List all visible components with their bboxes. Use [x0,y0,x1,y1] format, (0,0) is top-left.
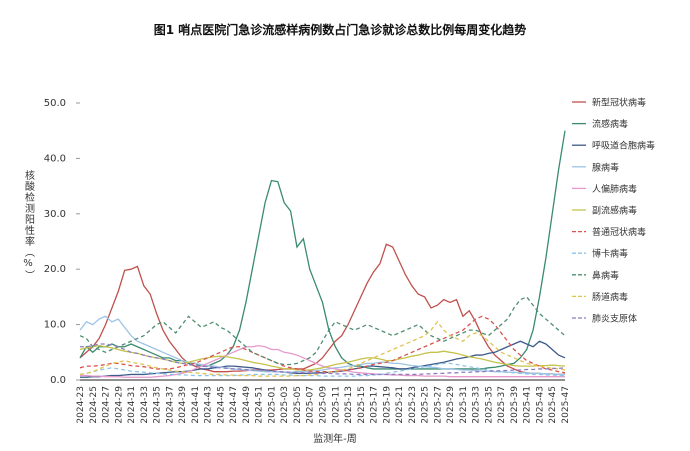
series-line [79,130,566,370]
x-tick-label: 2025-21 [395,386,405,424]
legend-label: 人偏肺病毒 [592,183,637,195]
x-tick-label: 2024-23 [76,386,86,424]
x-tick-label: 2025-47 [561,386,571,424]
series-line [80,343,566,376]
x-tick-label: 2025-37 [497,386,507,424]
x-tick-label: 2025-39 [510,386,520,424]
legend-label: 肺炎支原体 [592,313,637,325]
x-tick-label: 2025-05 [293,386,303,424]
x-tick-label: 2025-35 [484,386,494,424]
legend-label: 新型冠状病毒 [592,97,646,109]
x-tick-label: 2025-13 [344,386,354,424]
y-tick-label: 0.0 [50,375,66,386]
legend-label: 呼吸道合胞病毒 [592,140,655,152]
x-axis-label: 监测年-周 [313,432,357,445]
x-tick-label: 2025-45 [548,386,558,424]
x-tick-label: 2025-27 [433,386,443,424]
series-line [79,243,565,376]
x-tick-label: 2025-23 [408,386,418,424]
legend-label: 肠道病毒 [592,291,628,303]
x-tick-label: 2025-33 [472,386,482,424]
x-tick-label: 2024-39 [178,386,188,424]
x-tick-label: 2024-45 [216,386,226,424]
x-tick-label: 2025-31 [459,386,469,424]
x-tick-label: 2024-29 [114,386,124,424]
x-tick-label: 2025-07 [306,386,316,424]
x-tick-label: 2024-41 [191,386,201,424]
x-tick-label: 2024-35 [153,386,163,424]
y-tick-label: 40.0 [44,153,66,164]
x-tick-label: 2025-17 [370,386,380,424]
legend-label: 副流感病毒 [592,205,637,217]
legend-label: 普通冠状病毒 [592,226,646,238]
x-tick-label: 2024-51 [255,386,265,424]
x-tick-label: 2024-31 [127,386,137,424]
x-tick-label: 2025-11 [331,386,341,424]
x-tick-label: 2025-01 [267,386,277,424]
x-tick-label: 2024-43 [204,386,214,424]
legend-label: 腺病毒 [592,161,619,173]
x-tick-label: 2024-49 [242,386,252,424]
series-line [80,344,565,378]
x-tick-label: 2025-29 [446,386,456,424]
y-axis-label: 核酸检测阳性率（%） [23,169,35,281]
y-tick-label: 10.0 [44,320,66,331]
legend-label: 流感病毒 [592,118,628,130]
x-tick-label: 2024-37 [165,386,175,424]
series-line [79,362,565,377]
x-tick-label: 2025-03 [280,386,290,424]
x-tick-label: 2024-47 [229,386,239,424]
x-tick-label: 2025-19 [382,386,392,424]
series-line [79,344,566,371]
y-tick-label: 30.0 [44,209,66,220]
series-line [79,296,566,366]
x-tick-label: 2025-41 [523,386,533,424]
x-tick-label: 2024-33 [140,386,150,424]
legend-label: 博卡病毒 [592,248,628,260]
legend-label: 鼻病毒 [592,269,619,281]
chart-title: 图1 哨点医院门急诊流感样病例数占门急诊就诊总数比例每周变化趋势 [154,22,527,37]
x-tick-label: 2025-25 [421,386,431,424]
x-tick-label: 2025-43 [535,386,545,424]
y-tick-label: 20.0 [44,264,66,275]
x-tick-label: 2024-25 [89,386,99,424]
y-tick-label: 50.0 [44,98,66,109]
x-tick-label: 2025-09 [319,386,329,424]
x-tick-label: 2024-27 [102,386,112,424]
x-tick-label: 2025-15 [357,386,367,424]
